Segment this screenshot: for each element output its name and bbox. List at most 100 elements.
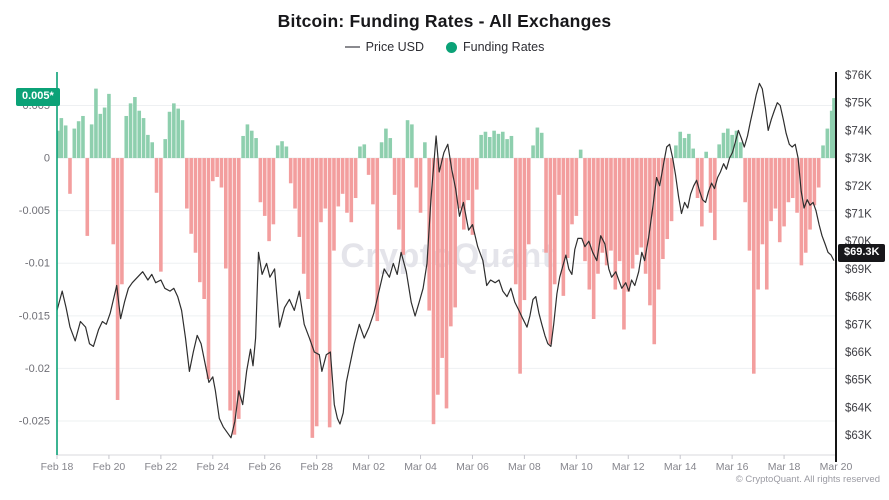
- funding-bar-positive: [275, 145, 280, 159]
- funding-bar-negative: [314, 158, 319, 427]
- funding-bar-positive: [358, 146, 362, 159]
- funding-bar-negative: [397, 158, 401, 230]
- right-tick-label: $71K: [845, 209, 872, 221]
- funding-bar-negative: [262, 158, 267, 216]
- x-tick-label: Feb 22: [145, 461, 178, 473]
- funding-bar-negative: [340, 158, 345, 194]
- funding-bar-negative: [327, 158, 332, 428]
- x-tick-label: Mar 08: [508, 461, 541, 473]
- funding-bar-negative: [219, 158, 224, 188]
- funding-bar-negative: [661, 158, 665, 260]
- funding-bar-negative: [193, 158, 198, 253]
- funding-bar-positive: [829, 110, 834, 159]
- funding-bar-negative: [570, 158, 574, 225]
- funding-bar-negative: [258, 158, 263, 203]
- funding-bar-negative: [639, 158, 644, 248]
- left-tick-label: -0.02: [25, 363, 50, 375]
- funding-bar-negative: [185, 158, 189, 209]
- funding-bar-positive: [124, 115, 129, 159]
- funding-bar-positive: [176, 108, 180, 159]
- funding-bar-positive: [539, 132, 544, 159]
- right-tick-label: $67K: [845, 319, 872, 331]
- funding-bar-negative: [513, 158, 518, 285]
- funding-bar-negative: [782, 158, 786, 227]
- funding-bar-positive: [483, 131, 488, 159]
- right-tick-label: $69K: [845, 264, 872, 276]
- funding-bar-negative: [306, 158, 310, 300]
- funding-bar-negative: [293, 158, 297, 209]
- funding-bar-negative: [319, 158, 323, 223]
- funding-bar-negative: [565, 158, 570, 258]
- funding-bar-positive: [704, 151, 708, 159]
- x-tick-label: Mar 18: [768, 461, 801, 473]
- funding-bar-positive: [94, 88, 98, 159]
- funding-bar-positive: [674, 145, 678, 159]
- copyright-notice: © CryptoQuant. All rights reserved: [735, 474, 880, 485]
- funding-bar-positive: [730, 134, 734, 159]
- funding-bar-positive: [487, 137, 492, 159]
- x-tick-label: Mar 04: [404, 461, 437, 473]
- x-tick-label: Feb 20: [93, 461, 126, 473]
- funding-bar-positive: [505, 139, 509, 159]
- funding-bar-positive: [180, 120, 185, 159]
- x-tick-label: Mar 02: [352, 461, 385, 473]
- funding-bar-negative: [790, 158, 795, 199]
- funding-bar-positive: [678, 131, 683, 159]
- funding-bar-positive: [405, 120, 410, 159]
- right-tick-label: $65K: [845, 375, 872, 387]
- funding-bar-negative: [669, 158, 674, 222]
- funding-bar-positive: [479, 134, 483, 159]
- funding-bar-positive: [410, 124, 414, 159]
- funding-bar-negative: [777, 158, 782, 243]
- funding-bar-negative: [574, 158, 579, 216]
- right-tick-label: $75K: [845, 98, 872, 110]
- funding-bar-negative: [764, 158, 769, 290]
- funding-bar-negative: [206, 158, 211, 379]
- funding-bar-positive: [59, 118, 64, 159]
- funding-bar-negative: [189, 158, 193, 234]
- legend-item-funding[interactable]: Funding Rates: [446, 40, 544, 54]
- legend-item-price[interactable]: Price USD: [344, 40, 424, 54]
- funding-bar-negative: [323, 158, 328, 209]
- funding-bar-positive: [825, 128, 830, 159]
- funding-bar-negative: [353, 158, 358, 199]
- funding-bar-negative: [643, 158, 648, 274]
- funding-last-value-badge: 0.005*: [16, 88, 60, 106]
- funding-bar-positive: [241, 135, 245, 159]
- funding-bar-positive: [734, 130, 739, 159]
- funding-bar-negative: [414, 158, 419, 188]
- funding-bar-negative: [431, 158, 436, 425]
- funding-bar-negative: [583, 158, 587, 262]
- price-line-icon: [344, 46, 360, 48]
- funding-bar-negative: [223, 158, 228, 269]
- page-title: Bitcoin: Funding Rates - All Exchanges: [277, 11, 612, 31]
- x-tick-label: Feb 26: [248, 461, 281, 473]
- x-tick-label: Mar 06: [456, 461, 489, 473]
- funding-bar-positive: [531, 145, 535, 159]
- funding-bar-negative: [760, 158, 765, 245]
- funding-bar-positive: [72, 128, 77, 159]
- funding-bar-negative: [747, 158, 752, 251]
- funding-bar-negative: [695, 158, 700, 199]
- funding-bar-positive: [384, 128, 388, 159]
- price-last-value-badge: $69.3K: [838, 244, 886, 262]
- funding-bar-negative: [557, 158, 561, 195]
- funding-bar-positive: [362, 144, 367, 159]
- funding-bar-positive: [832, 98, 836, 159]
- x-tick-label: Mar 10: [560, 461, 593, 473]
- funding-bar-negative: [462, 158, 466, 230]
- right-tick-label: $76K: [845, 70, 872, 82]
- funding-bar-negative: [604, 158, 609, 266]
- left-tick-label: 0: [44, 153, 50, 165]
- funding-bar-negative: [743, 158, 747, 203]
- funding-bar-negative: [236, 158, 241, 419]
- funding-bar-negative: [548, 158, 553, 345]
- funding-bar-negative: [652, 158, 657, 345]
- funding-bar-positive: [388, 138, 393, 159]
- funding-bar-negative: [773, 158, 778, 209]
- funding-bar-positive: [254, 138, 258, 159]
- left-tick-label: -0.025: [19, 416, 50, 428]
- funding-bar-negative: [453, 158, 457, 308]
